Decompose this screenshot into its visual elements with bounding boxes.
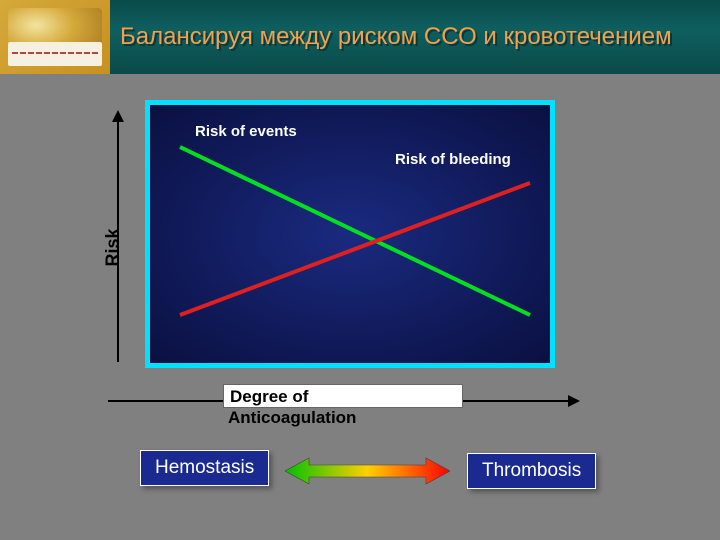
chart-box: Risk of events Risk of bleeding: [145, 100, 555, 368]
line-risk-bleeding: [180, 183, 530, 315]
x-axis-label-box: Degree of: [223, 384, 463, 408]
pill-hemostasis: Hemostasis: [140, 450, 269, 486]
line-risk-events: [180, 147, 530, 315]
y-axis: Risk: [103, 112, 133, 362]
bottom-row: Hemostasis Thrombosis: [0, 450, 720, 500]
chart-lines: [150, 105, 550, 363]
pill-thrombosis: Thrombosis: [467, 453, 596, 489]
label-risk-bleeding: Risk of bleeding: [395, 151, 511, 168]
x-axis: Degree of Anticoagulation: [108, 382, 578, 422]
gradient-double-arrow: [285, 456, 450, 486]
label-risk-events: Risk of events: [195, 123, 297, 140]
header-bar: Балансируя между риском ССО и кровотечен…: [0, 0, 720, 74]
header-icon: [0, 0, 110, 74]
y-axis-label: Risk: [103, 198, 124, 298]
x-axis-label-line2: Anticoagulation: [228, 408, 356, 428]
chart-container: Risk of events Risk of bleeding: [145, 100, 555, 368]
slide-title: Балансируя между риском ССО и кровотечен…: [120, 23, 672, 52]
